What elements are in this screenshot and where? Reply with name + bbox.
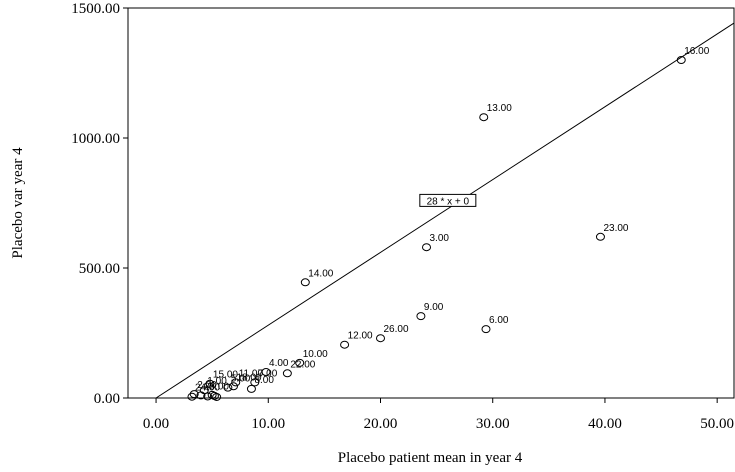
point-label: 12.00 — [348, 331, 373, 342]
point-label: 11.00 — [239, 368, 264, 379]
scatter-point — [212, 392, 222, 401]
y-tick-label: 0.00 — [94, 391, 120, 407]
scatter-point — [196, 391, 206, 400]
point-label: 18.00 — [236, 372, 261, 383]
point-label: 1.00 — [207, 376, 227, 387]
x-axis-title: Placebo patient mean in year 4 — [338, 450, 523, 466]
scatter-point — [282, 369, 292, 378]
x-tick-label: 50.00 — [700, 416, 734, 432]
point-label: 8.00 — [254, 375, 274, 386]
point-label: 10.00 — [303, 349, 328, 360]
point-label: 6.00 — [489, 315, 509, 326]
point-label: 9.00 — [424, 302, 444, 313]
fit-equation-label: 28 * x + 0 — [427, 196, 470, 207]
y-tick-label: 500.00 — [79, 261, 120, 277]
fit-line-group: 28 * x + 0 — [155, 22, 735, 399]
point-label: 14.00 — [308, 268, 333, 279]
point-label: 15.00 — [213, 370, 238, 381]
x-tick-label: 20.00 — [364, 416, 398, 432]
scatter-point — [250, 378, 260, 387]
scatter-point — [481, 325, 491, 334]
point-label: 23.00 — [603, 223, 628, 234]
scatter-point — [479, 113, 489, 122]
plot-frame — [127, 7, 735, 399]
y-tick-label: 1000.00 — [71, 131, 120, 147]
point-label: 16.00 — [684, 46, 709, 57]
scatter-point — [416, 312, 426, 321]
scatter-point — [300, 278, 310, 287]
scatter-point — [261, 368, 271, 376]
points-group — [187, 56, 686, 401]
point-label: 7.00 — [258, 368, 278, 379]
scatter-point — [246, 384, 256, 393]
scatter-point — [203, 392, 213, 401]
scatter-point — [187, 392, 197, 401]
scatter-point — [422, 243, 432, 252]
scatter-point — [231, 378, 241, 387]
y-tick-label: 1500.00 — [71, 1, 120, 17]
labels-group: 16.00 13.00 23.00 3.00 14.00 9.00 6.00 26.00 12.… — [195, 46, 710, 394]
scatter-point — [228, 382, 238, 391]
scatter-point — [676, 56, 686, 64]
x-tick-label: 0.00 — [143, 416, 169, 432]
scatter-point — [207, 390, 217, 399]
fit-equation-box — [419, 193, 477, 207]
x-tick-label: 40.00 — [588, 416, 622, 432]
scatter-point — [189, 390, 199, 399]
point-label: 25.00 — [204, 381, 229, 392]
point-label: 2.00 — [197, 380, 217, 391]
scatter-point — [295, 358, 305, 367]
x-tick-label: 30.00 — [476, 416, 510, 432]
x-tick-label: 10.00 — [251, 416, 285, 432]
point-label: 26.00 — [384, 324, 409, 335]
y-axis-title: Placebo var year 4 — [10, 147, 26, 259]
point-label: 5.00 — [231, 374, 251, 385]
scatter-point — [205, 379, 215, 388]
point-label: 13.00 — [487, 103, 512, 114]
axes-group: 0.00 10.00 20.00 30.00 40.00 50.00 0.00 500.00 1… — [71, 1, 735, 432]
scatter-point — [595, 232, 605, 241]
scatter-point — [376, 334, 385, 343]
scatter-point — [223, 383, 233, 392]
fit-line — [155, 22, 735, 399]
point-label: 24.00 — [195, 383, 220, 394]
point-label: 22.00 — [290, 359, 315, 370]
scatter-point — [340, 340, 350, 349]
point-label: 4.00 — [269, 358, 289, 369]
point-label: 3.00 — [430, 233, 450, 244]
scatter-point — [209, 391, 219, 400]
